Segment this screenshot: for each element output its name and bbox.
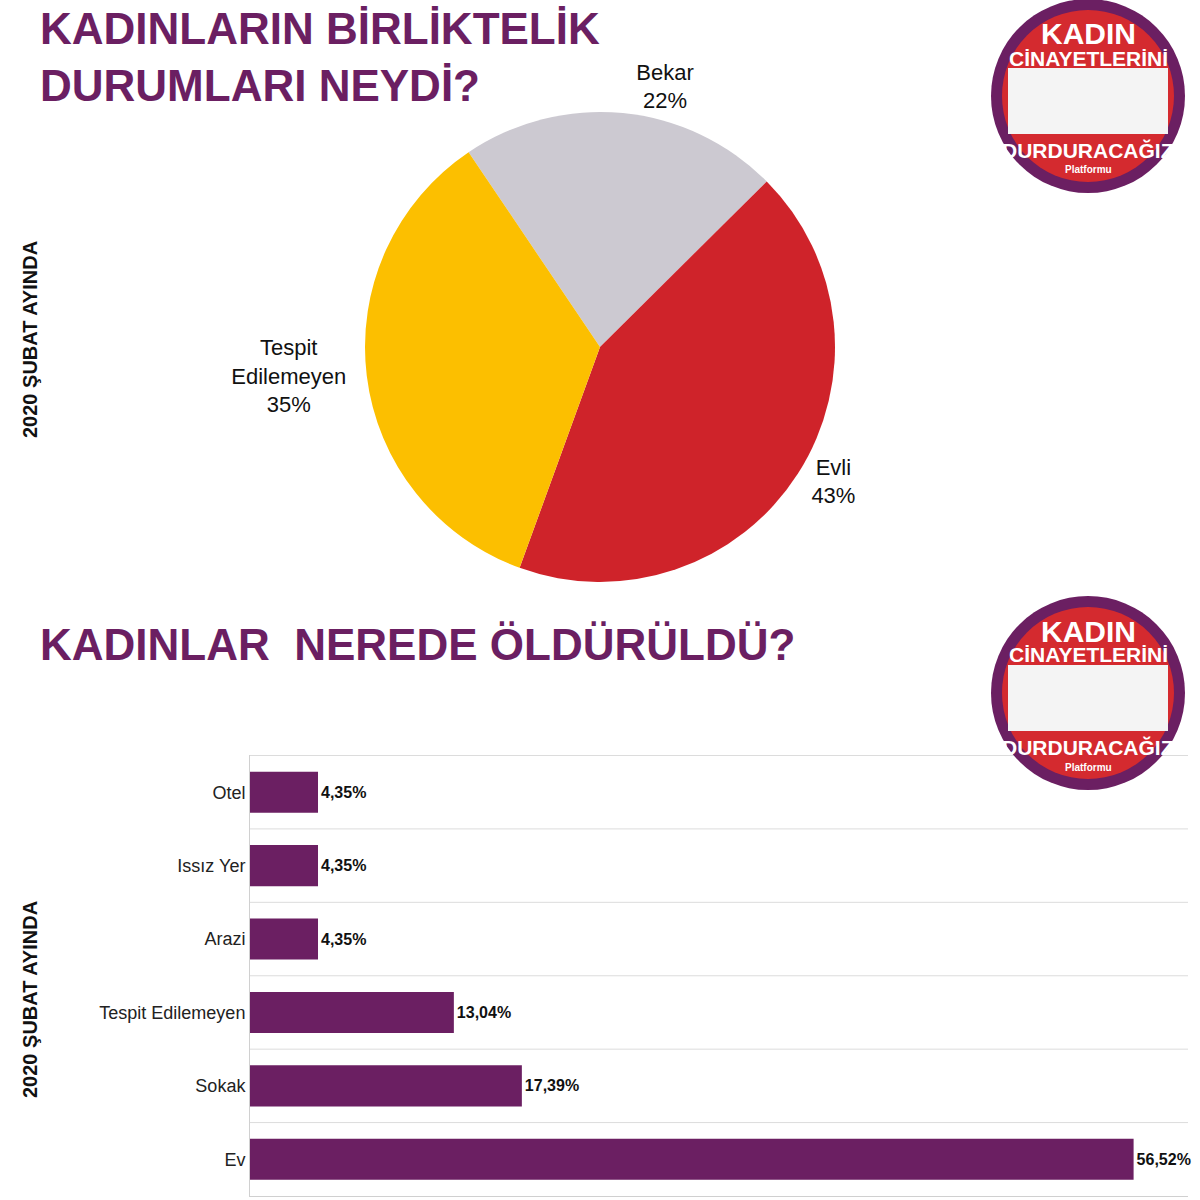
svg-text:Issız Yer: Issız Yer	[177, 856, 245, 876]
svg-text:DURDURACAĞIZ: DURDURACAĞIZ	[1002, 736, 1174, 759]
svg-text:13,04%: 13,04%	[457, 1004, 511, 1021]
svg-text:Ev: Ev	[224, 1150, 245, 1170]
svg-text:56,52%: 56,52%	[1137, 1151, 1191, 1168]
svg-text:Evli43%: Evli43%	[811, 455, 855, 509]
svg-text:4,35%: 4,35%	[321, 931, 366, 948]
svg-text:2020 ŞUBAT AYINDA: 2020 ŞUBAT AYINDA	[19, 901, 41, 1098]
svg-text:CİNAYETLERİNİ: CİNAYETLERİNİ	[1009, 643, 1168, 666]
svg-text:Bekar22%: Bekar22%	[636, 60, 693, 114]
svg-text:KADINLARIN BİRLİKTELİKDURUMLAR: KADINLARIN BİRLİKTELİKDURUMLARI NEYDİ?	[40, 4, 600, 110]
svg-text:Platformu: Platformu	[1065, 762, 1112, 773]
svg-text:Arazi: Arazi	[204, 929, 245, 949]
svg-text:KADINLAR NEREDE ÖLDÜRÜLDÜ?: KADINLAR NEREDE ÖLDÜRÜLDÜ?	[40, 620, 795, 669]
svg-text:17,39%: 17,39%	[525, 1077, 579, 1094]
svg-text:TespitEdilemeyen35%: TespitEdilemeyen35%	[231, 335, 346, 417]
svg-text:2020 ŞUBAT AYINDA: 2020 ŞUBAT AYINDA	[19, 241, 41, 438]
svg-text:Sokak: Sokak	[195, 1076, 246, 1096]
svg-text:KADIN: KADIN	[1041, 615, 1136, 648]
svg-text:4,35%: 4,35%	[321, 857, 366, 874]
svg-text:CİNAYETLERİNİ: CİNAYETLERİNİ	[1009, 47, 1168, 70]
svg-text:4,35%: 4,35%	[321, 784, 366, 801]
svg-text:Tespit Edilemeyen: Tespit Edilemeyen	[99, 1003, 245, 1023]
svg-text:KADIN: KADIN	[1041, 17, 1136, 50]
svg-text:DURDURACAĞIZ: DURDURACAĞIZ	[1002, 139, 1174, 162]
svg-text:Platformu: Platformu	[1065, 164, 1112, 175]
svg-text:Otel: Otel	[212, 783, 245, 803]
